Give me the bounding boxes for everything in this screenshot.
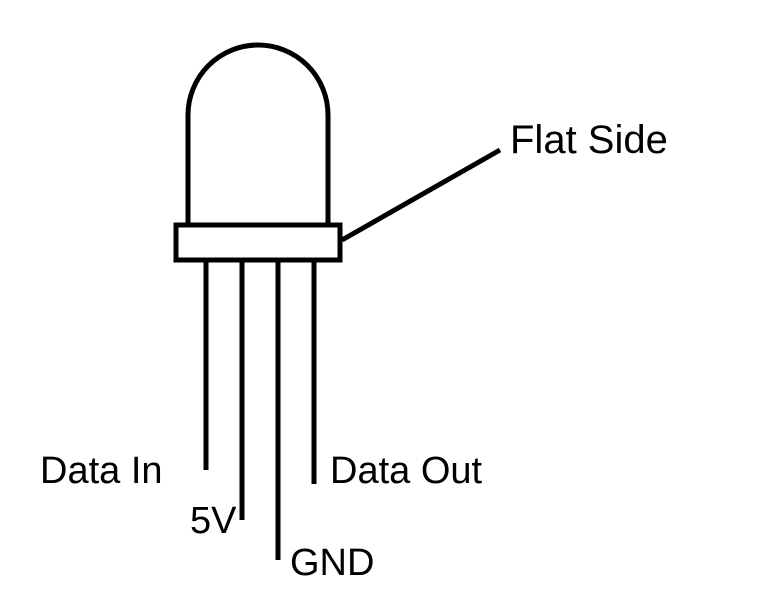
label-flat-side: Flat Side xyxy=(510,118,668,163)
led-svg xyxy=(0,0,779,600)
label-data-in: Data In xyxy=(40,450,163,493)
label-data-out: Data Out xyxy=(330,450,482,493)
led-dome-outline xyxy=(188,45,328,225)
label-5v: 5V xyxy=(190,500,236,543)
label-gnd: GND xyxy=(290,542,374,585)
flat-side-callout-line xyxy=(342,150,500,240)
led-pinout-diagram: Flat Side Data In 5V GND Data Out xyxy=(0,0,779,600)
led-flange-outline xyxy=(176,225,340,260)
